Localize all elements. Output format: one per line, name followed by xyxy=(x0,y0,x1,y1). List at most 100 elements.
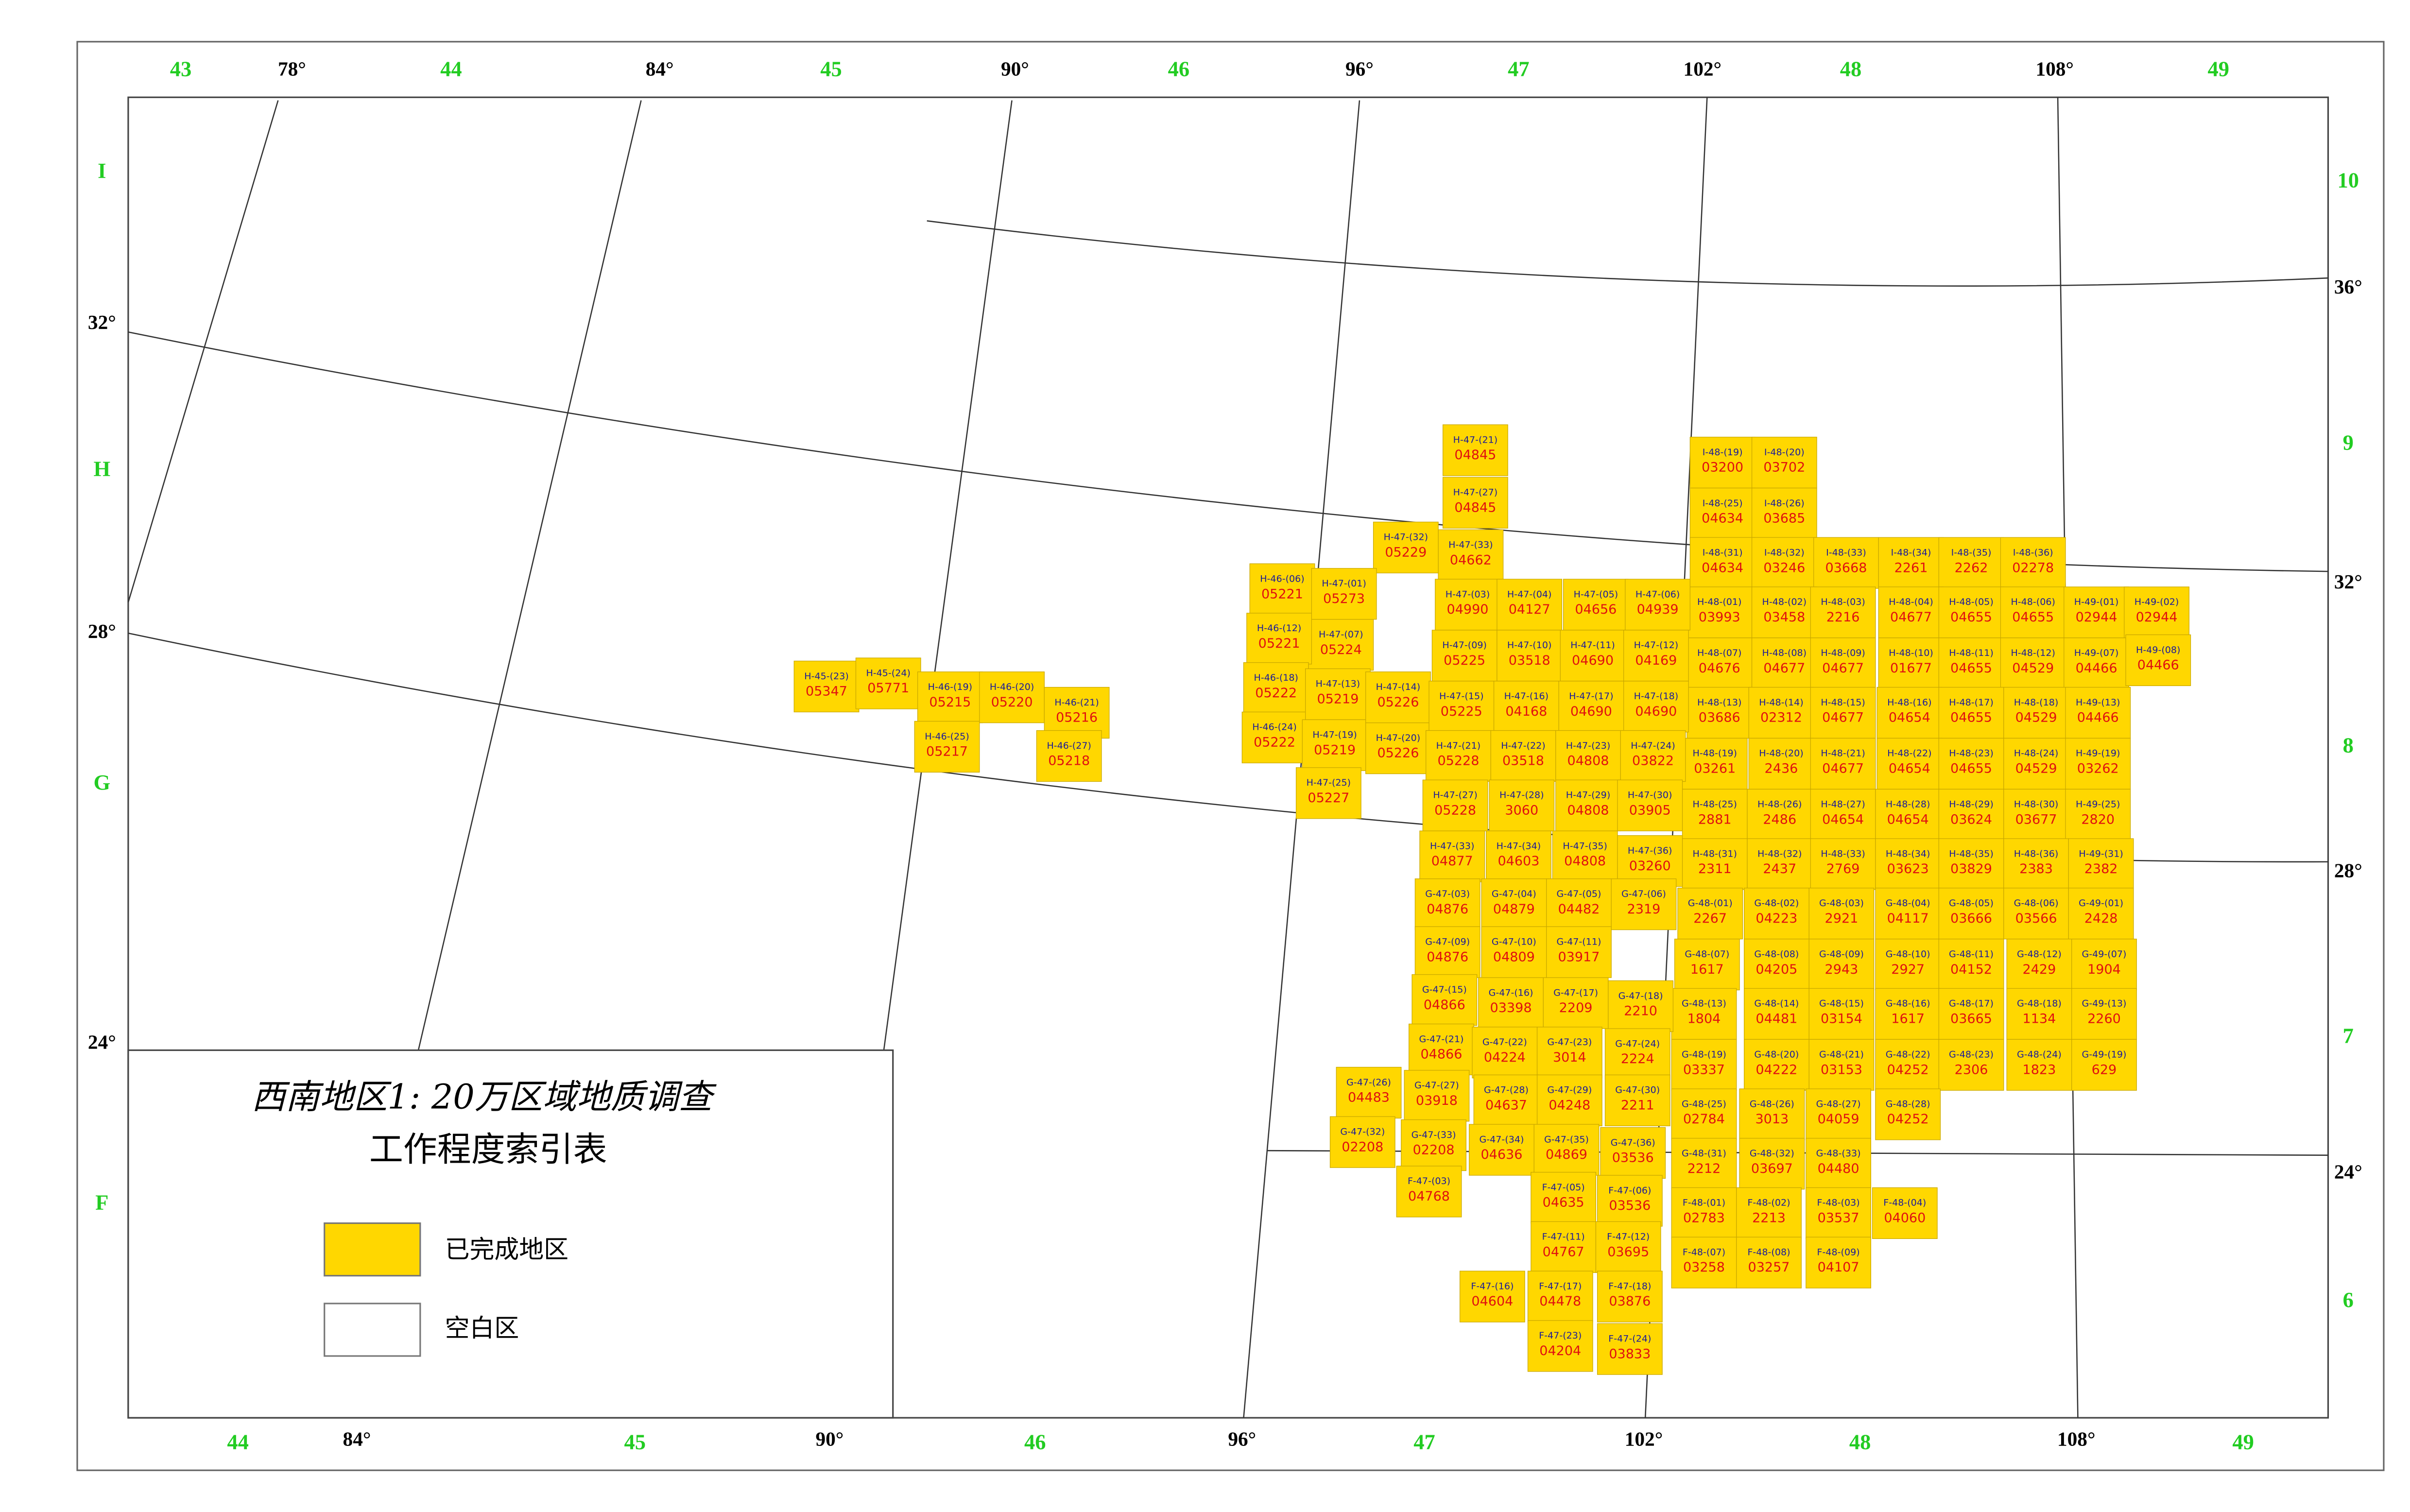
row-label: F xyxy=(95,1190,108,1215)
sheet-code: I-48-(26) xyxy=(1764,498,1805,509)
sheet: G-48-(25) 02784 xyxy=(1671,1088,1737,1140)
sheet: H-48-(13) 03686 xyxy=(1687,687,1753,739)
sheet: H-48-(08) 04677 xyxy=(1751,637,1817,689)
sheet: H-48-(36) 2383 xyxy=(2003,838,2069,890)
sheet-cell xyxy=(2068,838,2134,890)
sheet-cell xyxy=(914,721,980,773)
sheet-number: 04223 xyxy=(1756,911,1797,926)
sheet: H-47-(36) 03260 xyxy=(1617,835,1683,887)
sheet: H-47-(19) 05219 xyxy=(1302,719,1368,771)
sheet-number: 2921 xyxy=(1825,911,1859,926)
sheet-code: H-46-(12) xyxy=(1257,623,1301,634)
sheet-cell xyxy=(1739,1138,1805,1190)
sheet-cell xyxy=(1493,681,1559,733)
sheet: G-48-(26) 3013 xyxy=(1739,1088,1805,1140)
sheet-code: H-47-(01) xyxy=(1322,578,1366,589)
sheet-number: 03337 xyxy=(1683,1062,1725,1077)
sheet: G-47-(09) 04876 xyxy=(1414,926,1480,978)
sheet-code: G-47-(17) xyxy=(1553,987,1598,998)
sheet-cell xyxy=(2065,738,2131,790)
sheet: G-48-(04) 04117 xyxy=(1875,888,1941,940)
sheet-code: H-48-(06) xyxy=(2011,597,2055,607)
sheet: H-49-(01) 02944 xyxy=(2064,586,2129,638)
sheet-cell xyxy=(1875,988,1941,1040)
sheet-number: 04690 xyxy=(1572,653,1614,668)
sheet-number: 05229 xyxy=(1385,545,1427,560)
sheet-cell xyxy=(1810,637,1876,689)
sheet-number: 04655 xyxy=(1950,661,1992,676)
sheet-code: F-47-(12) xyxy=(1607,1232,1650,1242)
row-label: 9 xyxy=(2343,430,2354,455)
zone-label: 44 xyxy=(440,56,462,81)
sheet-cell xyxy=(1677,888,1743,940)
sheet-cell xyxy=(1600,1127,1666,1179)
sheet: F-48-(03) 03537 xyxy=(1806,1187,1871,1239)
sheet-number: 04662 xyxy=(1450,552,1492,567)
sheet-code: H-48-(01) xyxy=(1697,597,1741,607)
sheet-number: 04866 xyxy=(1424,997,1465,1013)
sheet-code: G-47-(18) xyxy=(1618,991,1663,1001)
sheet-code: H-47-(29) xyxy=(1566,790,1610,801)
sheet-cell xyxy=(1938,1039,2004,1091)
sheet-number: 04529 xyxy=(2012,661,2054,676)
sheet-code: H-46-(27) xyxy=(1047,740,1091,751)
sheet-number: 04654 xyxy=(1822,812,1864,827)
sheet: H-47-(04) 04127 xyxy=(1497,579,1563,631)
sheet-number: 04252 xyxy=(1887,1062,1929,1077)
sheet: F-48-(07) 03258 xyxy=(1671,1237,1737,1289)
sheet-code: H-48-(18) xyxy=(2014,697,2058,708)
sheet: G-47-(10) 04809 xyxy=(1481,926,1547,978)
sheet: H-48-(05) 04655 xyxy=(1938,586,2004,638)
sheet-cell xyxy=(1617,835,1683,887)
sheet-number: 2212 xyxy=(1687,1161,1721,1176)
sheet-number: 04482 xyxy=(1558,902,1600,917)
sheet-cell xyxy=(1810,586,1876,638)
sheet-number: 04478 xyxy=(1539,1294,1581,1309)
sheet-code: H-48-(02) xyxy=(1762,597,1807,607)
sheet-cell xyxy=(1808,988,1875,1040)
sheet: G-47-(34) 04636 xyxy=(1469,1124,1534,1176)
sheet-code: H-47-(21) xyxy=(1453,434,1498,445)
sheet-code: H-47-(22) xyxy=(1501,740,1545,751)
sheet-number: 03702 xyxy=(1763,460,1805,475)
sheet: H-45-(24) 05771 xyxy=(855,657,921,709)
sheet: G-48-(32) 03697 xyxy=(1739,1138,1805,1190)
sheet: H-47-(06) 04939 xyxy=(1625,579,1690,631)
sheet: G-47-(26) 04483 xyxy=(1336,1066,1402,1119)
sheet-cell xyxy=(1875,1088,1941,1140)
sheet-code: H-48-(27) xyxy=(1821,799,1865,810)
sheet-number: 3013 xyxy=(1755,1112,1789,1127)
sheet-code: H-47-(21) xyxy=(1436,740,1480,751)
sheet: H-47-(03) 04990 xyxy=(1435,579,1500,631)
sheet-number: 03665 xyxy=(1950,1011,1992,1026)
sheet-code: H-48-(10) xyxy=(1889,648,1933,658)
sheet-number: 03668 xyxy=(1825,560,1867,575)
sheet-number: 2224 xyxy=(1621,1051,1654,1066)
sheet-code: H-47-(14) xyxy=(1376,682,1420,692)
sheet-code: H-47-(18) xyxy=(1634,691,1678,702)
row-label: 32° xyxy=(2334,570,2362,593)
sheet-number: 04634 xyxy=(1702,511,1743,526)
sheet-code: G-48-(32) xyxy=(1750,1148,1794,1159)
sheet-code: G-48-(18) xyxy=(2017,998,2062,1009)
sheet-code: F-48-(01) xyxy=(1683,1198,1725,1208)
sheet-number: 2383 xyxy=(2019,861,2053,876)
sheet-code: F-47-(06) xyxy=(1608,1185,1651,1196)
sheet-cell xyxy=(1938,888,2004,940)
sheet-code: G-47-(05) xyxy=(1556,889,1601,899)
sheet-cell xyxy=(1875,888,1941,940)
sheet-number: 04107 xyxy=(1818,1260,1859,1275)
sheet-number: 03518 xyxy=(1509,653,1550,668)
sheet-number: 03260 xyxy=(1629,859,1671,874)
sheet: G-48-(17) 03665 xyxy=(1938,988,2004,1040)
sheet-code: H-48-(20) xyxy=(1759,748,1803,759)
sheet-code: G-47-(32) xyxy=(1340,1127,1385,1137)
sheet: G-47-(27) 03918 xyxy=(1404,1070,1470,1122)
sheet-cell xyxy=(1241,711,1308,763)
sheet: H-48-(29) 03624 xyxy=(1938,789,2004,841)
sheet-number: 04677 xyxy=(1822,710,1864,725)
sheet-number: 02783 xyxy=(1683,1211,1725,1226)
sheet: H-48-(01) 03993 xyxy=(1687,586,1753,638)
sheet-code: G-48-(12) xyxy=(2017,949,2062,960)
sheet-cell xyxy=(1302,719,1368,771)
